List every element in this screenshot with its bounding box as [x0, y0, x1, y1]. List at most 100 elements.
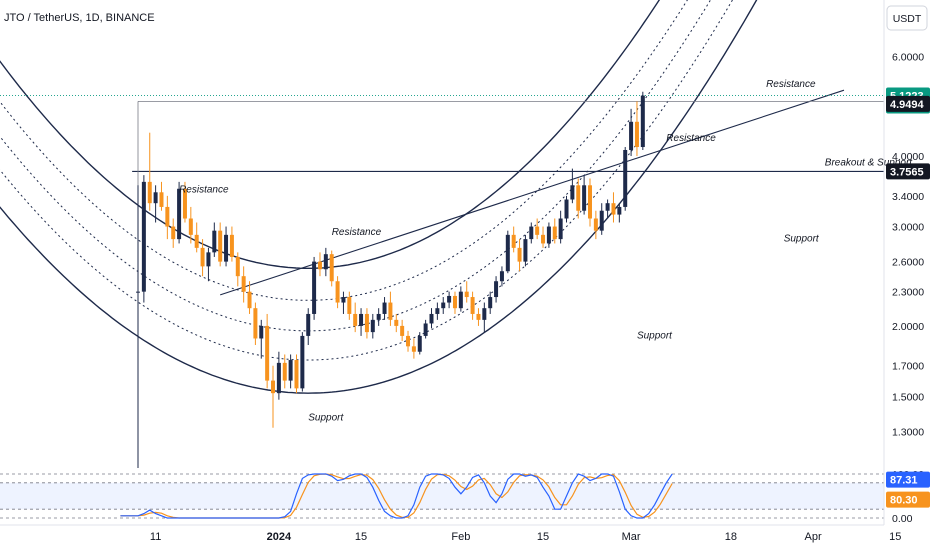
candle: [411, 338, 416, 359]
candle: [593, 210, 598, 240]
candle-body: [253, 308, 258, 339]
candle: [188, 206, 193, 244]
osc-k-tag-bg: [886, 471, 930, 488]
annotations-layer: Resistance Resistance Resistance Resistance…: [179, 79, 913, 423]
candle-body: [177, 188, 182, 240]
candle: [224, 226, 229, 267]
currency-label[interactable]: USDT: [893, 13, 922, 25]
candle: [335, 276, 340, 309]
price-axis[interactable]: USDT 6.0000 4.0000 3.4000 3.0000 2.6000 2.3000…: [883, 0, 930, 525]
candle-body: [265, 325, 270, 381]
candle: [470, 291, 475, 320]
candle-body: [241, 276, 246, 292]
candle-body: [224, 234, 229, 262]
osc-band: [0, 482, 884, 510]
candle-body: [517, 247, 522, 262]
candle-body: [458, 291, 463, 309]
annotation-label: Support: [637, 330, 673, 341]
lower-parabola: [0, 0, 758, 394]
candle-body: [441, 302, 446, 309]
time-tick-label: 11: [150, 531, 161, 543]
candle: [582, 175, 587, 215]
candle-body: [194, 234, 199, 248]
annotation-label: Resistance: [766, 79, 816, 90]
candle: [423, 319, 428, 339]
candle: [229, 226, 234, 262]
candle: [341, 291, 346, 314]
breakout-price-tag-value: 3.7565: [890, 166, 924, 178]
candle: [388, 291, 393, 326]
candle-body: [382, 302, 387, 314]
candle: [171, 218, 176, 248]
candle: [599, 203, 604, 235]
candle-body: [552, 226, 557, 240]
price-tick-label: 4.0000: [892, 151, 924, 163]
candle: [271, 365, 276, 428]
candle-body: [276, 362, 281, 394]
candle: [153, 185, 158, 223]
candle: [212, 222, 217, 257]
candle: [488, 291, 493, 314]
candle-body: [499, 271, 504, 282]
price-tick-label: 6.0000: [892, 52, 924, 64]
candle-body: [447, 295, 452, 303]
candle-body: [435, 308, 440, 314]
candle-body: [511, 234, 516, 248]
time-axis[interactable]: 11202415Feb15Mar18Apr15May15: [0, 524, 932, 543]
osc-d-tag-bg: [886, 491, 930, 508]
candle: [182, 181, 187, 223]
candle-body: [271, 380, 276, 394]
currency-button[interactable]: [886, 5, 928, 31]
annotation-label: Resistance: [332, 227, 382, 238]
candle: [218, 222, 223, 267]
candle: [141, 175, 146, 303]
candle: [523, 234, 528, 267]
candle-body: [300, 335, 305, 389]
candle-body: [564, 199, 569, 219]
candle-body: [359, 313, 364, 326]
candle: [435, 302, 440, 320]
candle-body: [429, 313, 434, 324]
candle-body: [259, 325, 264, 339]
price-tick-label: 1.7000: [892, 361, 924, 373]
candle: [323, 247, 328, 277]
candle-body: [317, 261, 322, 270]
candle: [241, 266, 246, 303]
annotation-label: Resistance: [666, 133, 716, 144]
candle: [541, 226, 546, 248]
candle-body: [541, 234, 546, 244]
candle: [159, 181, 164, 211]
time-tick-label: Mar: [622, 531, 641, 543]
candle: [476, 308, 481, 326]
candle-body: [218, 230, 223, 262]
candle-body: [376, 313, 381, 320]
candle-body: [611, 203, 616, 215]
candle: [376, 308, 381, 326]
candle-body: [329, 254, 334, 282]
candle: [429, 308, 434, 329]
candle-body: [364, 313, 369, 333]
candle: [505, 230, 510, 274]
candle-body: [341, 297, 346, 303]
candle: [312, 256, 317, 320]
candle-body: [605, 203, 610, 211]
candle: [640, 91, 645, 150]
candle: [611, 192, 616, 223]
candle-body: [188, 218, 193, 235]
candle-body: [464, 291, 469, 298]
price-tick-label: 2.6000: [892, 257, 924, 269]
candle: [482, 302, 487, 333]
candle-body: [335, 281, 340, 303]
candle-body: [476, 313, 481, 320]
candle: [253, 302, 258, 346]
candle-body: [634, 121, 639, 148]
candle: [564, 195, 569, 223]
candle: [329, 250, 334, 287]
drawings-layer: [0, 0, 884, 468]
candle: [306, 308, 311, 346]
candle: [417, 332, 422, 355]
candle: [464, 281, 469, 303]
candle-body: [159, 192, 164, 207]
